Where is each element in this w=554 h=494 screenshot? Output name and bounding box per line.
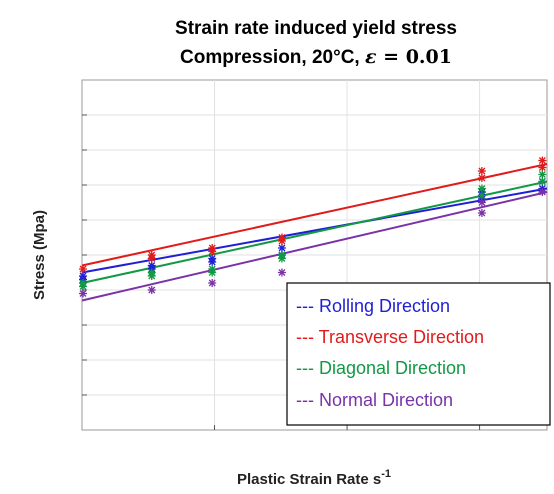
data-point-series-1-7 bbox=[477, 167, 486, 175]
title-epsilon-symbol: ε bbox=[365, 46, 377, 68]
x-axis-label-superscript: -1 bbox=[381, 468, 391, 480]
fit-line-series-0 bbox=[81, 187, 548, 274]
data-point-series-3-5 bbox=[477, 209, 486, 217]
data-points bbox=[79, 156, 547, 298]
data-point-series-1-10 bbox=[538, 163, 547, 172]
title-line2-prefix: Compression, 20°C, bbox=[180, 47, 365, 68]
fit-line-series-1 bbox=[81, 163, 548, 267]
data-point-series-3-4 bbox=[477, 198, 486, 207]
data-point-series-3-1 bbox=[147, 286, 156, 294]
data-point-series-0-5 bbox=[208, 258, 217, 266]
legend-box bbox=[286, 282, 551, 426]
data-point-series-0-6 bbox=[277, 244, 286, 252]
data-point-series-2-5 bbox=[208, 268, 217, 277]
x-axis-label: Plastic Strain Rate s-1 bbox=[237, 468, 391, 488]
y-axis-label: Stress (Mpa) bbox=[31, 210, 48, 300]
data-point-series-2-11 bbox=[538, 177, 547, 186]
data-point-series-1-9 bbox=[538, 156, 547, 165]
data-point-series-1-2 bbox=[147, 254, 156, 263]
chart-title-line1: Strain rate induced yield stress bbox=[175, 18, 457, 39]
data-point-series-1-6 bbox=[277, 237, 286, 245]
data-point-series-1-8 bbox=[477, 174, 486, 182]
data-point-series-3-6 bbox=[538, 188, 547, 196]
data-point-series-2-8 bbox=[477, 184, 486, 193]
data-point-series-3-3 bbox=[277, 268, 286, 277]
legend-entry-normal: --- Normal Direction bbox=[296, 390, 453, 410]
data-point-series-2-3 bbox=[147, 272, 156, 280]
data-point-series-2-1 bbox=[79, 282, 87, 291]
title-equals: = bbox=[377, 46, 406, 68]
data-point-series-3-2 bbox=[208, 279, 217, 287]
fit-lines bbox=[81, 163, 548, 302]
legend-entry-transverse: --- Transverse Direction bbox=[296, 327, 484, 347]
title-strain-value: 0.01 bbox=[406, 46, 452, 68]
data-point-series-2-9 bbox=[477, 191, 486, 200]
data-point-series-2-10 bbox=[538, 170, 547, 179]
data-point-series-1-0 bbox=[79, 265, 87, 273]
legend-entry-diagonal: --- Diagonal Direction bbox=[296, 358, 466, 378]
fit-line-series-3 bbox=[81, 191, 548, 302]
legend-entry-rolling: --- Rolling Direction bbox=[296, 296, 450, 316]
data-point-series-2-7 bbox=[277, 254, 286, 263]
x-axis-label-main: Plastic Strain Rate s bbox=[237, 471, 381, 488]
chart-title-line2: Compression, 20°C, ε = 0.01 bbox=[180, 46, 452, 68]
fit-line-series-2 bbox=[81, 180, 548, 284]
legend: --- Rolling Direction --- Transverse Dir… bbox=[286, 282, 551, 426]
data-point-series-3-0 bbox=[79, 289, 87, 298]
y-ticks bbox=[82, 114, 481, 430]
data-point-series-1-4 bbox=[208, 247, 217, 256]
